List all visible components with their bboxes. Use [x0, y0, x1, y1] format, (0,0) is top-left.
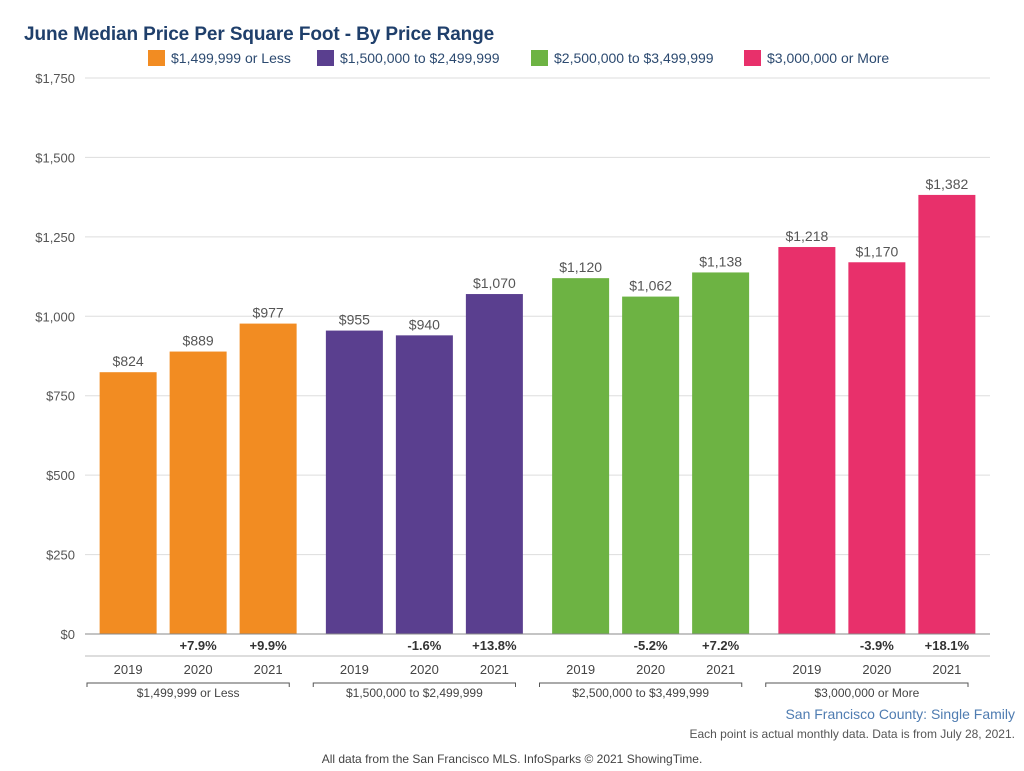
bar-value-label: $977: [253, 305, 284, 321]
y-tick-label: $1,750: [35, 71, 75, 86]
change-label: -3.9%: [860, 638, 894, 653]
change-label: -1.6%: [407, 638, 441, 653]
data-note: Each point is actual monthly data. Data …: [689, 727, 1015, 741]
x-tick-label: 2021: [254, 662, 283, 677]
bar-value-label: $1,062: [629, 278, 672, 294]
legend-swatch: [744, 50, 761, 66]
bar: [692, 272, 750, 634]
x-tick-label: 2019: [114, 662, 143, 677]
legend-item[interactable]: $2,500,000 to $3,499,999: [531, 50, 714, 66]
bar: [395, 335, 453, 634]
bar-value-label: $824: [113, 353, 144, 369]
x-tick-label: 2021: [706, 662, 735, 677]
x-tick-label: 2019: [792, 662, 821, 677]
bar: [918, 194, 976, 634]
y-tick-label: $0: [61, 627, 75, 642]
bar: [99, 372, 157, 634]
bar-value-label: $1,218: [785, 228, 828, 244]
legend-item[interactable]: $3,000,000 or More: [744, 50, 889, 66]
bar-value-label: $1,170: [855, 243, 898, 259]
group-label: $2,500,000 to $3,499,999: [572, 686, 709, 700]
x-tick-label: 2020: [184, 662, 213, 677]
x-tick-label: 2021: [932, 662, 961, 677]
legend-item[interactable]: $1,499,999 or Less: [148, 50, 291, 66]
group-label: $1,499,999 or Less: [137, 686, 240, 700]
bar: [552, 278, 610, 634]
bar-value-label: $1,070: [473, 275, 516, 291]
legend-label: $3,000,000 or More: [767, 50, 890, 66]
bar: [622, 296, 680, 634]
bar: [778, 247, 836, 635]
legend-label: $1,499,999 or Less: [171, 50, 291, 66]
bar-value-label: $889: [183, 333, 214, 349]
legend-label: $2,500,000 to $3,499,999: [554, 50, 714, 66]
x-tick-label: 2019: [566, 662, 595, 677]
county-label: San Francisco County: Single Family: [785, 706, 1015, 722]
y-tick-label: $1,000: [35, 309, 75, 324]
bar-value-label: $955: [339, 312, 370, 328]
legend-item[interactable]: $1,500,000 to $2,499,999: [317, 50, 500, 66]
bar: [325, 330, 383, 634]
x-tick-label: 2020: [862, 662, 891, 677]
legend-swatch: [148, 50, 165, 66]
change-label: -5.2%: [634, 638, 668, 653]
legend-swatch: [317, 50, 334, 66]
bar: [465, 294, 523, 634]
x-tick-label: 2020: [636, 662, 665, 677]
legend-swatch: [531, 50, 548, 66]
group-bracket: [86, 682, 290, 687]
group-bracket: [312, 682, 516, 687]
change-label: +7.2%: [702, 638, 740, 653]
y-tick-label: $750: [46, 389, 75, 404]
group-label: $3,000,000 or More: [815, 686, 920, 700]
x-tick-label: 2019: [340, 662, 369, 677]
change-label: +13.8%: [472, 638, 517, 653]
x-tick-label: 2020: [410, 662, 439, 677]
y-tick-label: $1,250: [35, 230, 75, 245]
bar-value-label: $940: [409, 316, 440, 332]
source-note: All data from the San Francisco MLS. Inf…: [321, 752, 703, 766]
y-tick-label: $250: [46, 548, 75, 563]
bar-value-label: $1,382: [925, 176, 968, 192]
group-bracket: [765, 682, 969, 687]
bar-value-label: $1,120: [559, 259, 602, 275]
bar: [848, 262, 906, 634]
x-tick-label: 2021: [480, 662, 509, 677]
group-label: $1,500,000 to $2,499,999: [346, 686, 483, 700]
y-tick-label: $1,500: [35, 150, 75, 165]
chart-title: June Median Price Per Square Foot - By P…: [24, 24, 495, 45]
bar: [239, 323, 297, 634]
bar: [169, 351, 227, 634]
change-label: +18.1%: [925, 638, 970, 653]
legend: $1,499,999 or Less $1,500,000 to $2,499,…: [0, 50, 1024, 72]
change-label: +7.9%: [180, 638, 218, 653]
bar-value-label: $1,138: [699, 253, 742, 269]
change-label: +9.9%: [250, 638, 288, 653]
group-bracket: [539, 682, 743, 687]
y-tick-label: $500: [46, 468, 75, 483]
legend-label: $1,500,000 to $2,499,999: [340, 50, 500, 66]
